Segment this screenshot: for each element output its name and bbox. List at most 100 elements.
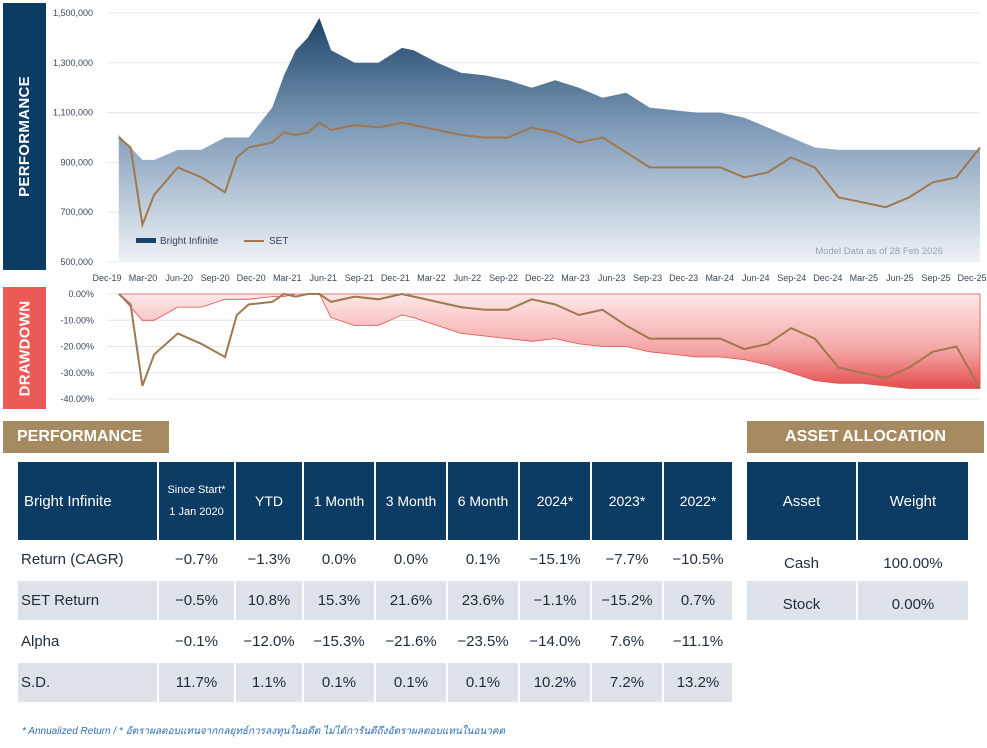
table-cell: −15.1% <box>520 540 592 581</box>
x-tick-label: Dec-25 <box>957 273 986 283</box>
performance-x-axis: Dec-19 Mar-20 Jun-20 Sep-20 Dec-20 Mar-21 Jun-… <box>92 273 986 283</box>
y-tick-label: 900,000 <box>60 157 93 167</box>
allocation-weight-cell: 0.00% <box>858 581 970 622</box>
x-tick-label: Sep-25 <box>921 273 950 283</box>
table-cell: −15.2% <box>592 581 664 622</box>
table-cell: −14.0% <box>520 622 592 663</box>
performance-y-axis: 500,000 700,000 900,000 1,100,000 1,300,000 1… <box>53 8 93 267</box>
table-cell: −11.1% <box>664 622 734 663</box>
x-tick-label: Mar-25 <box>850 273 879 283</box>
x-tick-label: Sep-23 <box>633 273 662 283</box>
drawdown-y-axis: 0.00% -10.00% -20.00% -30.00% -40.00% <box>60 289 94 404</box>
table-row: Alpha −0.1% −12.0% −15.3% −21.6% −23.5% −14.0%… <box>18 622 734 663</box>
table-cell: −7.7% <box>592 540 664 581</box>
row-label: Alpha <box>18 622 159 663</box>
performance-section-title-text: PERFORMANCE <box>17 428 143 445</box>
performance-header-row: Bright Infinite Since Start* 1 Jan 2020 … <box>18 462 734 540</box>
legend-set-label: SET <box>269 236 288 247</box>
allocation-table-body: Cash 100.00% Stock 0.00% <box>747 540 970 622</box>
x-tick-label: Dec-21 <box>381 273 410 283</box>
header-asset: Asset <box>747 462 858 540</box>
row-label: SET Return <box>18 581 159 622</box>
header-2023: 2023* <box>592 462 664 540</box>
table-cell: −21.6% <box>376 622 448 663</box>
allocation-section-title: ASSET ALLOCATION <box>747 421 984 453</box>
x-tick-label: Dec-22 <box>525 273 554 283</box>
table-cell: 13.2% <box>664 663 734 704</box>
table-cell: 0.7% <box>664 581 734 622</box>
table-cell: 10.8% <box>236 581 304 622</box>
y-tick-label: 700,000 <box>60 207 93 217</box>
table-cell: 1.1% <box>236 663 304 704</box>
table-row: SET Return −0.5% 10.8% 15.3% 21.6% 23.6% −1.1%… <box>18 581 734 622</box>
table-cell: −1.3% <box>236 540 304 581</box>
allocation-section-title-text: ASSET ALLOCATION <box>785 428 946 445</box>
table-cell: −23.5% <box>448 622 520 663</box>
x-tick-label: Mar-23 <box>561 273 590 283</box>
allocation-weight-cell: 100.00% <box>858 540 970 581</box>
table-row: S.D. 11.7% 1.1% 0.1% 0.1% 0.1% 10.2% 7.2% 13.2% <box>18 663 734 704</box>
legend-bright-label: Bright Infinite <box>160 236 219 247</box>
performance-table: Bright Infinite Since Start* 1 Jan 2020 … <box>18 462 734 704</box>
table-cell: 7.6% <box>592 622 664 663</box>
performance-table-body: Return (CAGR) −0.7% −1.3% 0.0% 0.0% 0.1% −15.1… <box>18 540 734 704</box>
x-tick-label: Dec-23 <box>669 273 698 283</box>
table-cell: 7.2% <box>592 663 664 704</box>
x-tick-label: Mar-21 <box>273 273 302 283</box>
header-2022: 2022* <box>664 462 734 540</box>
allocation-asset-cell: Cash <box>747 540 858 581</box>
x-tick-label: Sep-20 <box>201 273 230 283</box>
x-tick-label: Jun-21 <box>309 273 337 283</box>
x-tick-label: Sep-24 <box>777 273 806 283</box>
performance-section-title: PERFORMANCE <box>3 421 169 453</box>
table-cell: −15.3% <box>304 622 376 663</box>
x-tick-label: Sep-21 <box>345 273 374 283</box>
legend-set-swatch <box>244 240 264 242</box>
table-row: Cash 100.00% <box>747 540 970 581</box>
y-tick-label: 1,300,000 <box>53 58 93 68</box>
x-tick-label: Jun-23 <box>598 273 626 283</box>
table-cell: −1.1% <box>520 581 592 622</box>
set-drawdown-line <box>118 292 981 389</box>
table-cell: 11.7% <box>159 663 236 704</box>
table-cell: 0.1% <box>448 540 520 581</box>
x-tick-label: Dec-24 <box>813 273 842 283</box>
table-cell: −10.5% <box>664 540 734 581</box>
row-label: S.D. <box>18 663 159 704</box>
y-tick-label: 1,500,000 <box>53 8 93 18</box>
table-cell: 0.0% <box>376 540 448 581</box>
x-tick-label: Dec-19 <box>92 273 121 283</box>
table-cell: 23.6% <box>448 581 520 622</box>
bright-infinite-area <box>118 18 980 262</box>
allocation-asset-cell: Stock <box>747 581 858 622</box>
header-3-month: 3 Month <box>376 462 448 540</box>
table-cell: 21.6% <box>376 581 448 622</box>
y-tick-label: -10.00% <box>60 315 94 325</box>
x-tick-label: Jun-20 <box>165 273 193 283</box>
header-since-start: Since Start* 1 Jan 2020 <box>159 462 236 540</box>
y-tick-label: 0.00% <box>68 289 94 299</box>
header-since-start-line1: Since Start* <box>167 484 226 496</box>
header-2024: 2024* <box>520 462 592 540</box>
table-row: Stock 0.00% <box>747 581 970 622</box>
table-cell: 0.1% <box>304 663 376 704</box>
y-tick-label: -30.00% <box>60 368 94 378</box>
y-tick-label: 500,000 <box>60 257 93 267</box>
header-strategy: Bright Infinite <box>18 462 159 540</box>
table-cell: −0.5% <box>159 581 236 622</box>
drawdown-side-panel: DRAWDOWN <box>3 287 46 409</box>
bright-infinite-drawdown-area <box>118 293 981 389</box>
header-ytd: YTD <box>236 462 304 540</box>
table-cell: −0.1% <box>159 622 236 663</box>
header-6-month: 6 Month <box>448 462 520 540</box>
footnote: * Annualized Return / * อัตราผลตอบแทนจาก… <box>22 726 506 737</box>
x-tick-label: Dec-20 <box>237 273 266 283</box>
table-cell: −0.7% <box>159 540 236 581</box>
x-tick-label: Mar-22 <box>417 273 446 283</box>
x-tick-label: Jun-24 <box>742 273 770 283</box>
set-line <box>118 121 981 229</box>
charts-svg: 500,000 700,000 900,000 1,100,000 1,300,000 1… <box>53 8 987 404</box>
legend-bright-swatch <box>136 238 156 243</box>
y-tick-label: -40.00% <box>60 394 94 404</box>
row-label: Return (CAGR) <box>18 540 159 581</box>
